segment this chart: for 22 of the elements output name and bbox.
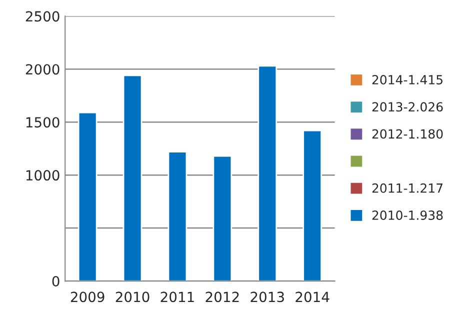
- bar: [212, 155, 232, 282]
- legend-label: 2011-1.217: [372, 183, 442, 193]
- bar: [122, 74, 142, 282]
- x-tick-label: 2009: [70, 292, 104, 302]
- legend-label: 2014-1.415: [372, 75, 442, 84]
- x-tick-label: 2010: [116, 292, 150, 302]
- bar: [168, 151, 188, 282]
- y-tick-label: 1500: [26, 117, 60, 128]
- y-tick-label: 2000: [26, 64, 60, 75]
- y-tick-label: 0: [52, 276, 60, 286]
- bar: [302, 130, 322, 282]
- x-tick-label: 2011: [160, 292, 194, 302]
- y-tick-label: 2500: [26, 11, 60, 22]
- x-tick-label: 2014: [296, 292, 330, 302]
- bar: [78, 112, 98, 282]
- x-tick-label: 2013: [250, 292, 284, 302]
- bar: [258, 65, 278, 282]
- x-tick-label: 2012: [206, 292, 239, 302]
- legend-label: 2012-1.180: [372, 129, 443, 139]
- legend-label: 2010-1.938: [372, 210, 443, 220]
- y-tick-label: 1000: [26, 170, 60, 181]
- legend-label: 2013-2.026: [372, 102, 443, 112]
